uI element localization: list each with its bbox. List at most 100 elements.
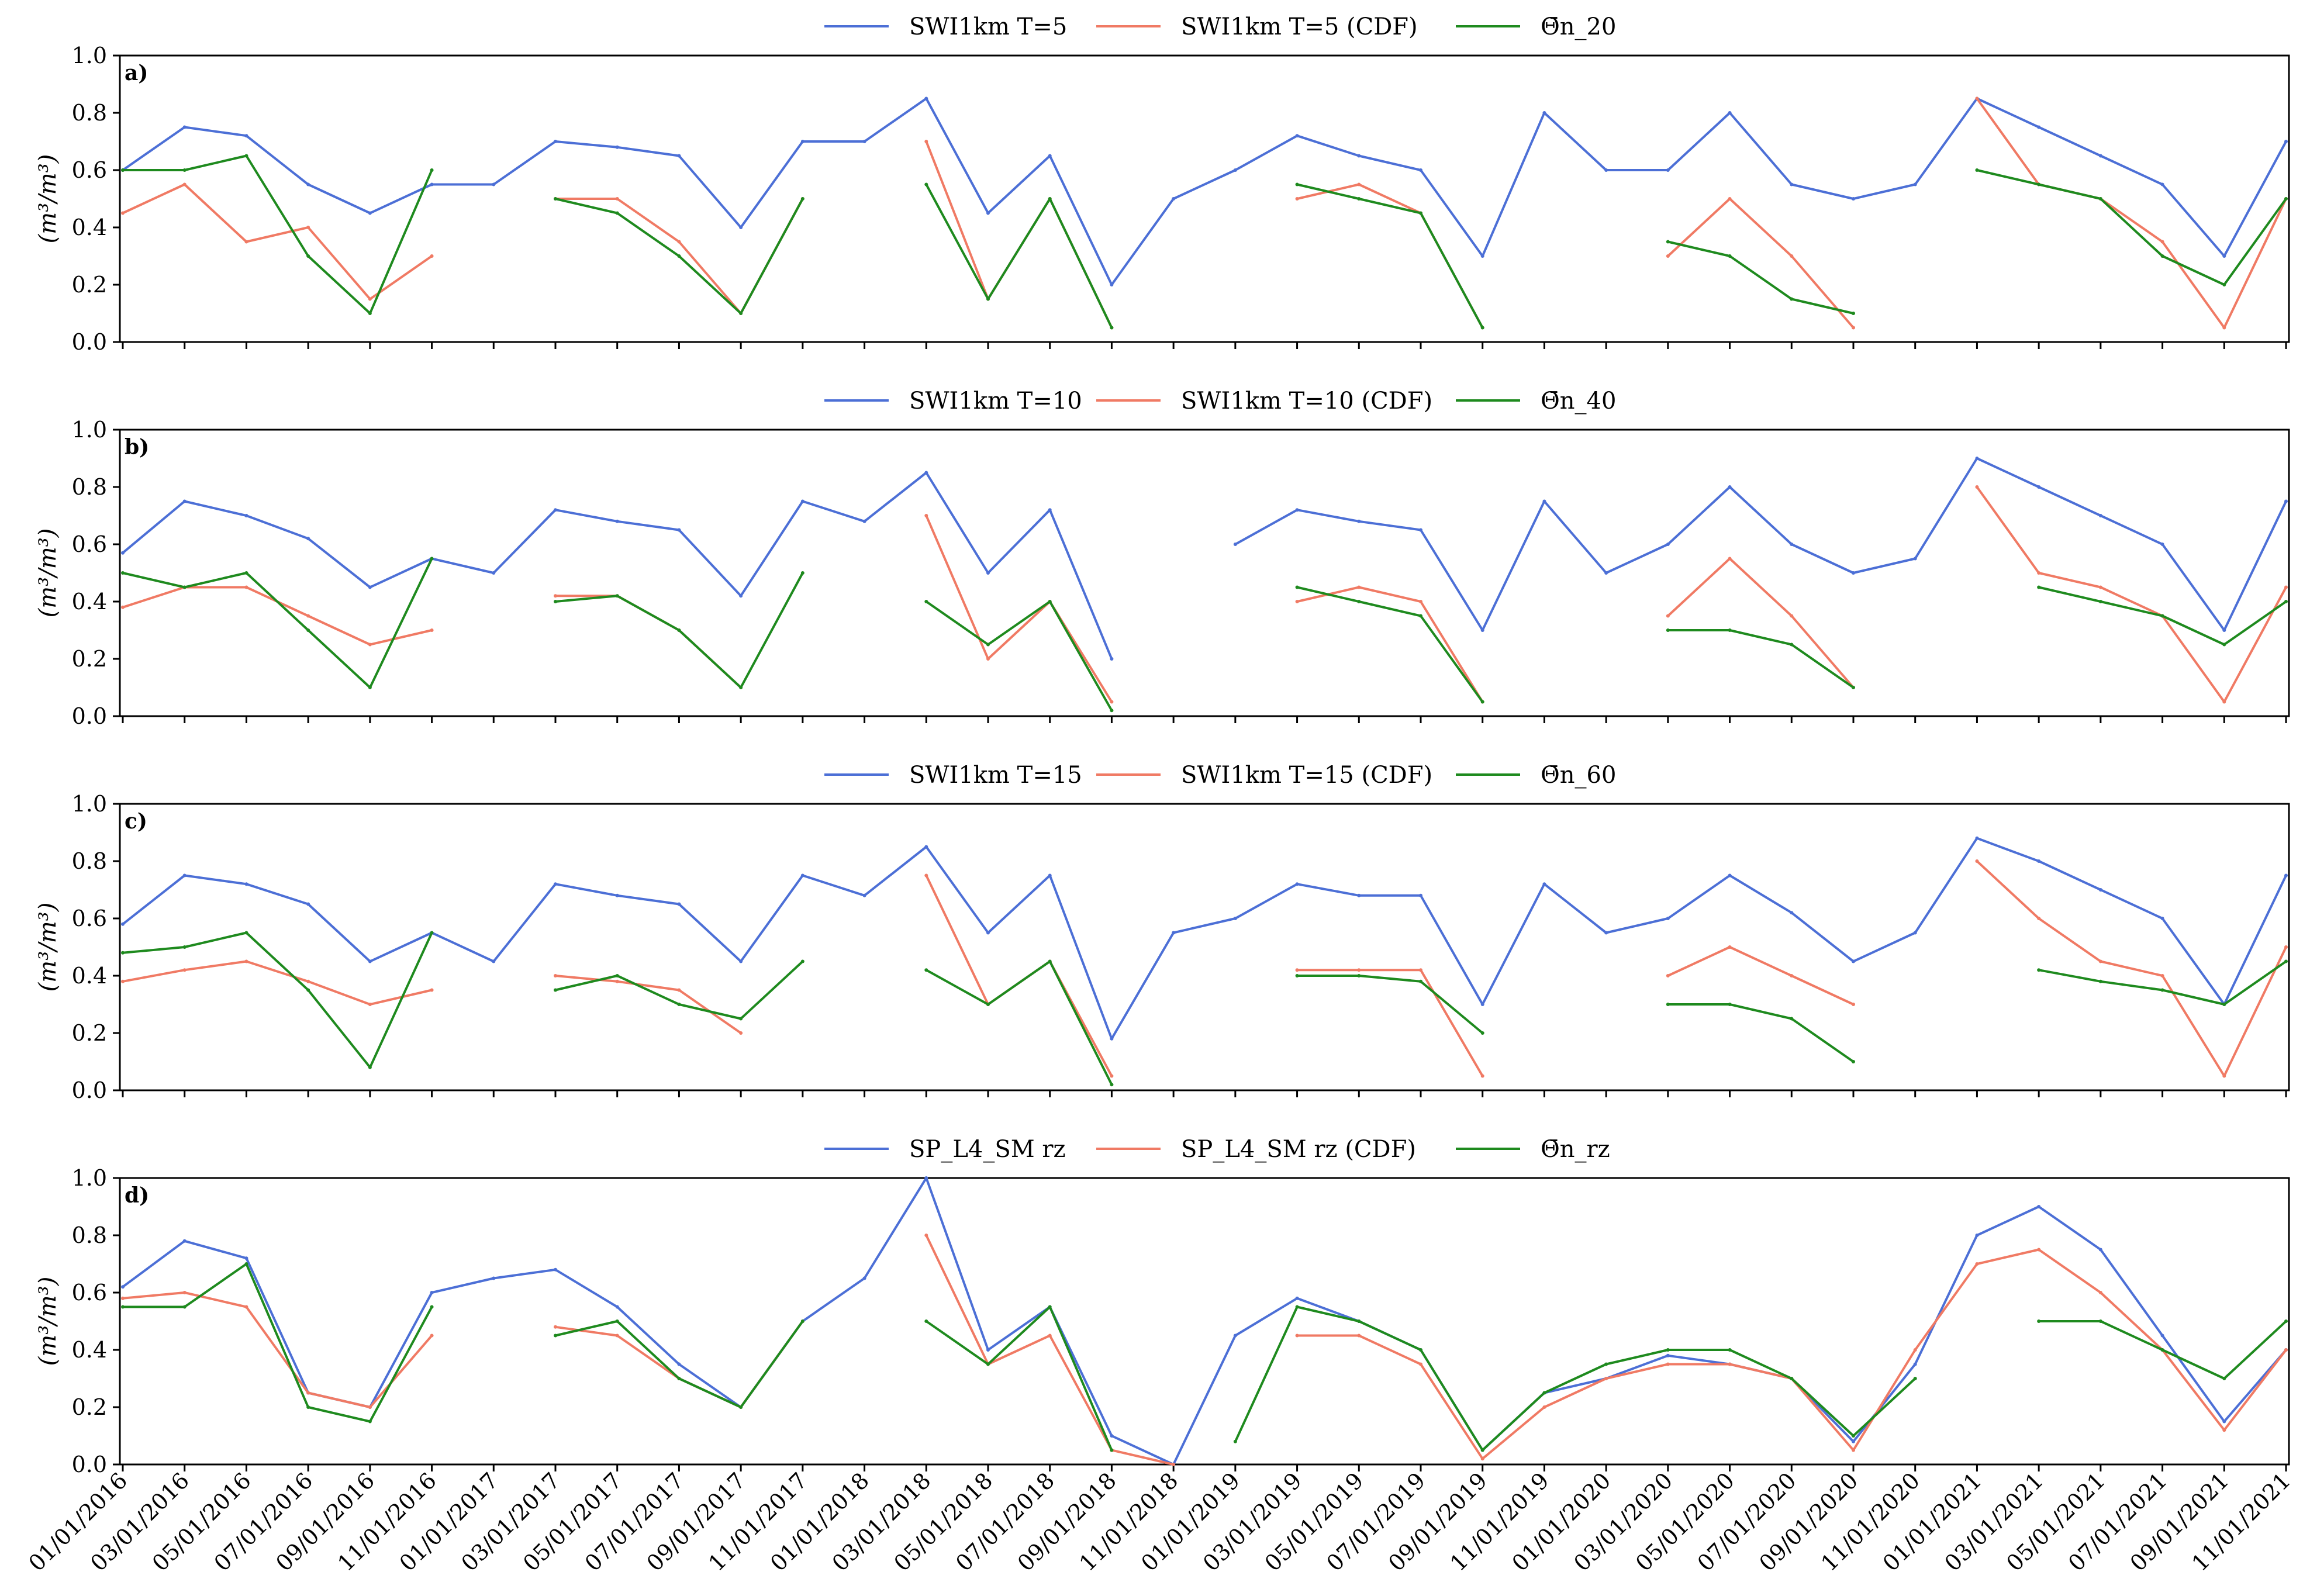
data-point [368, 211, 372, 215]
y-tick-label: 1.0 [72, 1165, 107, 1191]
data-point [677, 628, 681, 632]
panel-b: 0.0 0.2 0.4 0.6 0.8 1.0 (m³/m³) b) SWI1km T=10 SW… [34, 388, 2290, 729]
data-point [121, 951, 125, 955]
data-point [986, 657, 990, 661]
series-line-2 [122, 860, 2287, 1077]
data-point [739, 959, 743, 963]
data-point [368, 1405, 372, 1409]
data-point [924, 182, 928, 186]
data-point [554, 882, 557, 886]
plot-frame [119, 429, 2290, 717]
data-point [430, 168, 434, 172]
data-point [121, 1296, 125, 1300]
data-point [1048, 197, 1052, 201]
data-point [1542, 882, 1546, 886]
y-tick-label: 0.6 [72, 1280, 107, 1305]
data-point [1790, 297, 1794, 301]
data-point [1728, 628, 1732, 632]
data-point [1110, 709, 1114, 713]
data-point [862, 1276, 866, 1280]
y-tick-label: 0.6 [72, 157, 107, 183]
data-point [368, 585, 372, 589]
data-point [430, 988, 434, 992]
data-point [2098, 514, 2102, 517]
data-point [1913, 1362, 1917, 1366]
data-point [1790, 974, 1794, 977]
data-point [121, 1285, 125, 1289]
data-point [615, 979, 619, 983]
data-point [430, 628, 434, 632]
data-point [986, 1003, 990, 1006]
data-point [1357, 1334, 1361, 1338]
data-point [1357, 585, 1361, 589]
y-axis-label: (m³/m³) [34, 154, 61, 244]
data-point [1728, 485, 1732, 489]
data-point [1666, 1353, 1670, 1357]
y-tick-label: 0.6 [72, 906, 107, 931]
y-tick-label: 1.0 [72, 417, 107, 443]
data-point [2160, 988, 2164, 992]
data-point [2160, 1334, 2164, 1338]
data-point [1295, 1296, 1299, 1300]
data-point [986, 931, 990, 935]
data-point [2222, 1074, 2226, 1078]
data-point [1357, 968, 1361, 972]
data-point [924, 1176, 928, 1180]
data-point [1975, 1234, 1979, 1237]
data-point [1480, 628, 1484, 632]
data-point [1790, 543, 1794, 546]
data-point [924, 514, 928, 517]
data-point [677, 1377, 681, 1380]
series-line-2 [122, 486, 2287, 703]
data-point [2037, 1319, 2041, 1323]
data-point [2284, 1348, 2288, 1352]
legend-label: SWI1km T=10 [909, 388, 1082, 414]
data-point [677, 988, 681, 992]
data-point [677, 154, 681, 158]
data-point [554, 508, 557, 512]
data-point [739, 1405, 743, 1409]
data-point [1295, 182, 1299, 186]
data-point [2098, 888, 2102, 892]
data-point [1295, 968, 1299, 972]
data-point [1728, 557, 1732, 561]
data-point [430, 931, 434, 935]
data-point [2037, 125, 2041, 129]
data-point [554, 197, 557, 201]
data-point [182, 168, 187, 172]
data-point [615, 1305, 619, 1309]
panel-a: 0.0 0.2 0.4 0.6 0.8 1.0 (m³/m³) a) SWI1km T=5 SWI… [34, 13, 2290, 355]
y-tick-label: 0.4 [72, 963, 107, 989]
data-point [1110, 1074, 1114, 1078]
data-point [1666, 1348, 1670, 1352]
data-point [244, 1262, 248, 1266]
data-point [1295, 134, 1299, 138]
data-point [986, 211, 990, 215]
data-point [430, 557, 434, 561]
data-point [1480, 700, 1484, 704]
y-tick-label: 0.2 [72, 1394, 107, 1420]
data-point [924, 96, 928, 101]
data-point [1852, 959, 1855, 963]
data-point [1480, 1457, 1484, 1461]
data-point [862, 140, 866, 143]
series-line-3 [122, 557, 2287, 712]
data-point [306, 902, 310, 906]
data-point [1480, 1448, 1484, 1452]
data-point [986, 571, 990, 575]
data-point [1666, 628, 1670, 632]
legend-label: SWI1km T=10 (CDF) [1181, 388, 1432, 414]
data-point [2222, 628, 2226, 632]
data-point [800, 571, 804, 575]
data-point [244, 585, 248, 589]
data-point [986, 1362, 990, 1366]
panel-c: 0.0 0.2 0.4 0.6 0.8 1.0 (m³/m³) c) SWI1km T=15 SW… [34, 762, 2290, 1103]
data-point [1295, 197, 1299, 201]
data-point [244, 154, 248, 158]
data-point [924, 873, 928, 878]
series-line-3 [122, 1263, 2287, 1452]
data-point [306, 254, 310, 258]
data-point [615, 1334, 619, 1338]
data-point [677, 1003, 681, 1006]
data-point [306, 988, 310, 992]
